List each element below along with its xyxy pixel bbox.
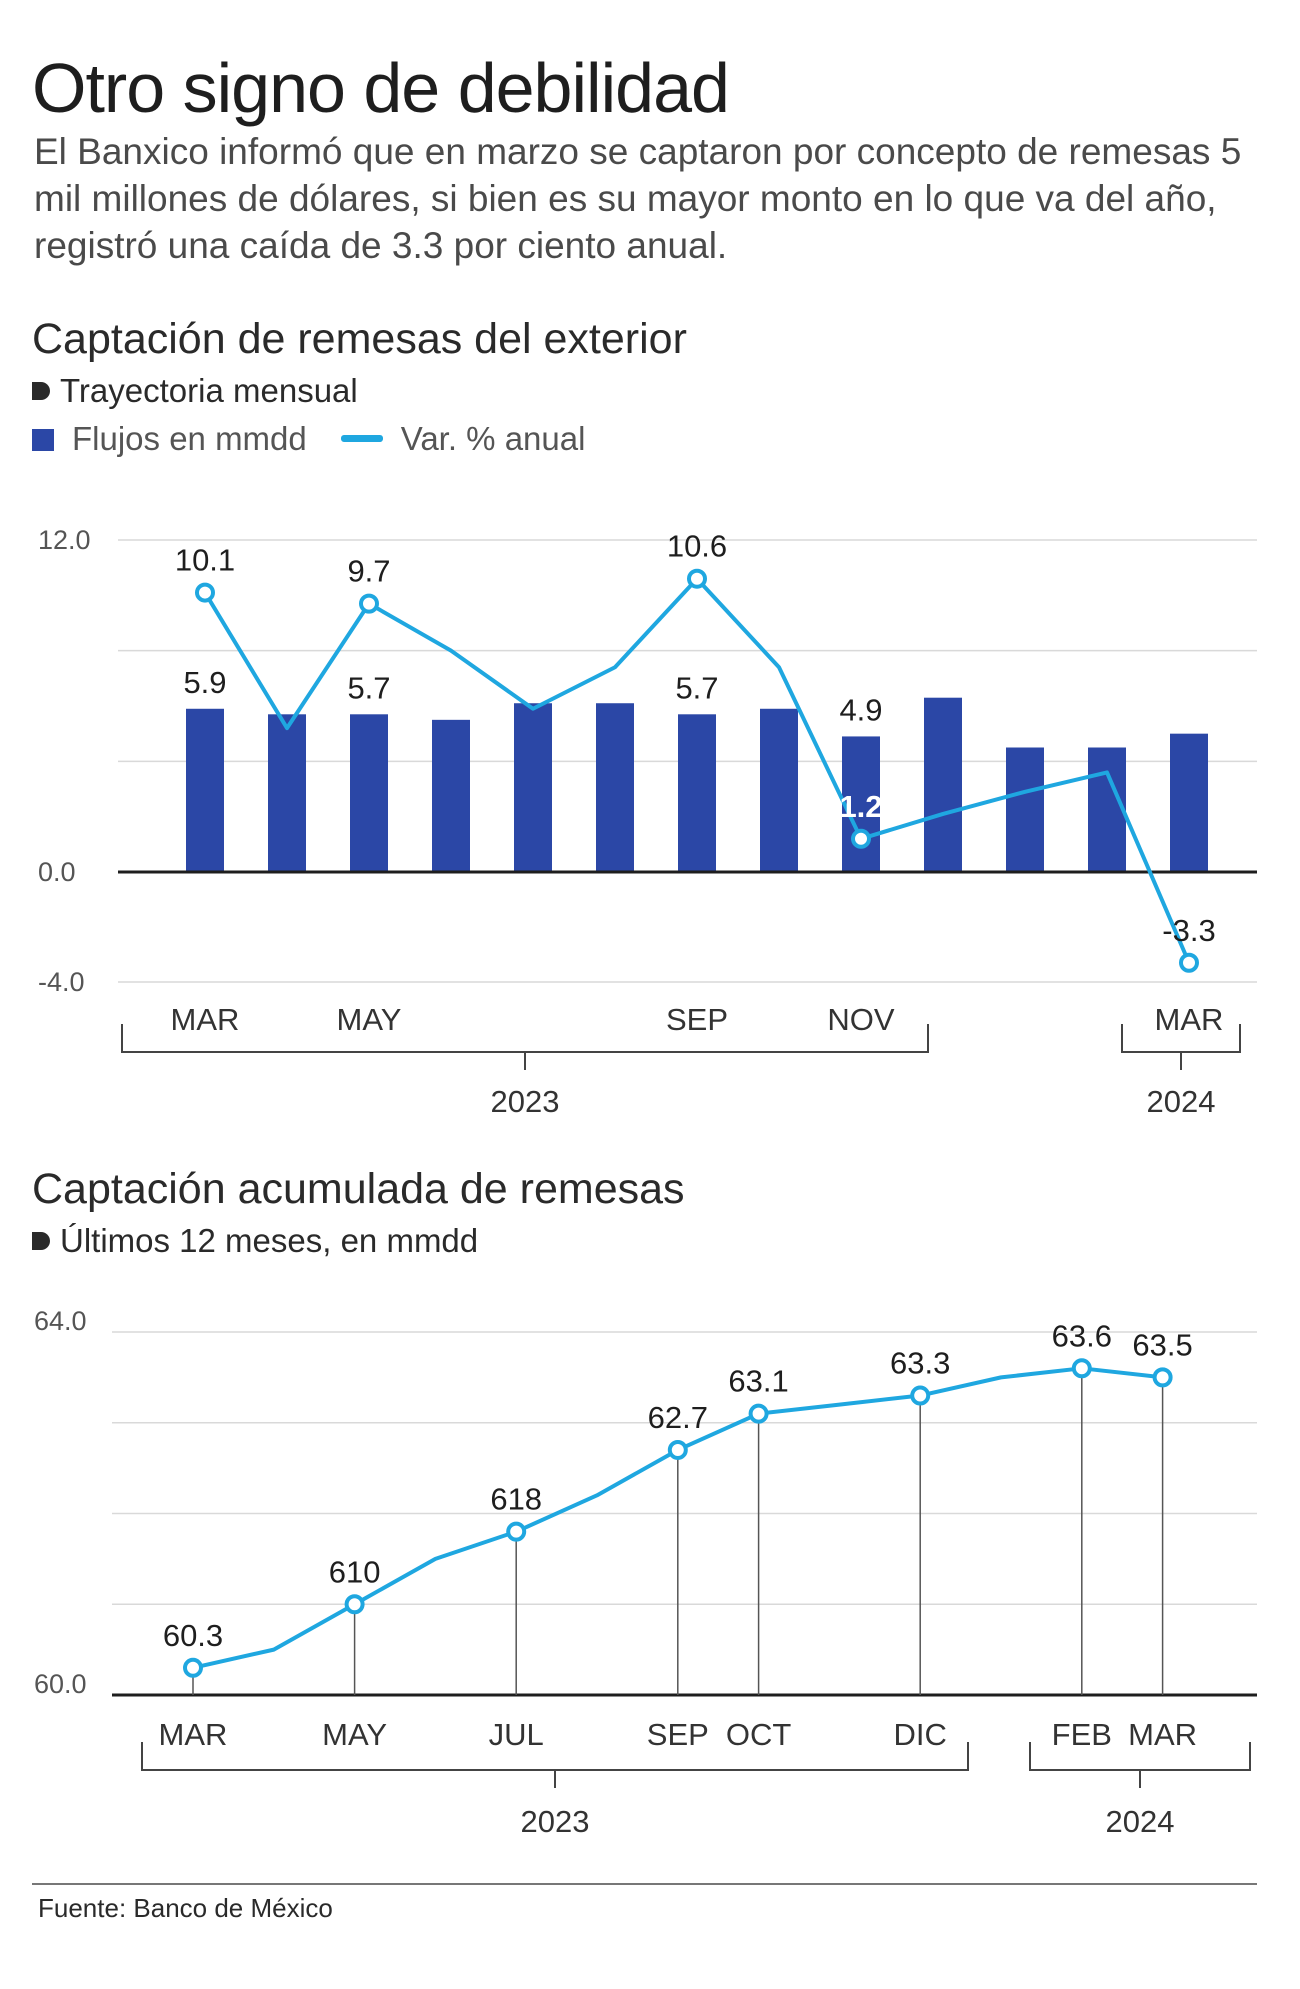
bar bbox=[924, 697, 962, 872]
line-marker bbox=[851, 828, 871, 849]
x-tick-label: MAR bbox=[1128, 1717, 1197, 1752]
line-value-label: 63.3 bbox=[890, 1346, 950, 1381]
x-tick-label: MAR bbox=[159, 1717, 228, 1752]
line-value-label: 63.6 bbox=[1052, 1318, 1112, 1353]
line-value-label: 1.2 bbox=[839, 789, 882, 824]
line-value-label: 10.6 bbox=[667, 529, 727, 564]
chart2-subtitle: Últimos 12 meses, en mmdd bbox=[32, 1222, 478, 1260]
footer-divider bbox=[32, 1883, 1257, 1885]
legend-bars-label: Flujos en mmdd bbox=[72, 420, 307, 457]
bar bbox=[1006, 747, 1044, 872]
x-tick-label: SEP bbox=[666, 1002, 728, 1037]
bar-value-label: 5.9 bbox=[183, 665, 226, 700]
x-tick-label: MAY bbox=[337, 1002, 402, 1037]
year-label: 2023 bbox=[521, 1804, 590, 1839]
line-marker bbox=[748, 1403, 769, 1424]
y-tick-label: 60.0 bbox=[34, 1669, 87, 1699]
line-marker bbox=[506, 1521, 527, 1542]
chart2-svg: 64.0 60.0 60.3 610 618 62.7 63.1 63.3 63.6 63.5 MA… bbox=[34, 1306, 1257, 1839]
source-note: Fuente: Banco de México bbox=[38, 1893, 333, 1923]
bar bbox=[186, 708, 224, 872]
legend-line-label: Var. % anual bbox=[400, 420, 586, 457]
line-marker bbox=[687, 568, 707, 589]
y-tick-label: -4.0 bbox=[38, 967, 85, 997]
bar bbox=[432, 719, 470, 872]
bar-value-label: 4.9 bbox=[839, 692, 882, 727]
x-tick-label: DIC bbox=[894, 1717, 947, 1752]
line-value-label: 63.1 bbox=[728, 1364, 788, 1399]
line-marker bbox=[195, 582, 215, 603]
bar bbox=[1170, 733, 1208, 872]
chart1-subtitle-text: Trayectoria mensual bbox=[60, 372, 358, 409]
bar bbox=[596, 703, 634, 872]
line-marker bbox=[910, 1385, 931, 1406]
x-tick-label: MAR bbox=[171, 1002, 240, 1037]
x-tick-label: NOV bbox=[827, 1002, 895, 1037]
x-tick-label: MAR bbox=[1155, 1002, 1224, 1037]
line-marker bbox=[1071, 1358, 1092, 1379]
bullet-icon bbox=[32, 382, 50, 400]
line-marker bbox=[359, 593, 379, 614]
y-tick-label: 64.0 bbox=[34, 1306, 87, 1336]
line-value-label: 63.5 bbox=[1132, 1327, 1192, 1362]
bar bbox=[514, 703, 552, 872]
lead-paragraph: El Banxico informó que en marzo se capta… bbox=[34, 131, 1242, 266]
line-marker bbox=[344, 1594, 365, 1615]
line-value-label: 610 bbox=[329, 1554, 381, 1589]
y-tick-label: 12.0 bbox=[38, 525, 91, 555]
line-value-label: -3.3 bbox=[1162, 913, 1215, 948]
year-label: 2023 bbox=[491, 1084, 560, 1119]
bullet-icon bbox=[32, 1232, 50, 1250]
year-label: 2024 bbox=[1147, 1084, 1216, 1119]
line-value-label: 62.7 bbox=[648, 1400, 708, 1435]
line-value-label: 60.3 bbox=[163, 1618, 223, 1653]
chart2-title: Captación acumulada de remesas bbox=[32, 1165, 685, 1213]
legend-bar-swatch bbox=[32, 429, 54, 451]
line-marker bbox=[667, 1439, 688, 1460]
year-label: 2024 bbox=[1106, 1804, 1175, 1839]
x-tick-label: SEP bbox=[647, 1717, 709, 1752]
year-bracket bbox=[141, 1742, 969, 1771]
bar bbox=[268, 714, 306, 872]
line-value-label: 9.7 bbox=[347, 554, 390, 589]
page-title: Otro signo de debilidad bbox=[32, 49, 730, 127]
legend-line-swatch bbox=[340, 435, 383, 442]
chart1-svg: 12.0 0.0 -4.0 5.9 5.7 5.7 4.9 10.1 9.7 10.6 1.2 -3.… bbox=[38, 525, 1257, 1119]
x-tick-label: OCT bbox=[726, 1717, 792, 1752]
chart1-legend: Flujos en mmdd Var. % anual bbox=[32, 420, 585, 458]
line-marker bbox=[1152, 1367, 1173, 1388]
bar-value-label: 5.7 bbox=[675, 670, 718, 705]
line-marker bbox=[183, 1657, 203, 1678]
bar-value-label: 5.7 bbox=[347, 670, 390, 705]
y-tick-label: 0.0 bbox=[38, 857, 76, 887]
line-value-label: 10.1 bbox=[175, 543, 235, 578]
bar bbox=[350, 714, 388, 872]
bar bbox=[678, 714, 716, 872]
x-tick-label: FEB bbox=[1052, 1717, 1112, 1752]
bar bbox=[842, 736, 880, 872]
chart2-subtitle-text: Últimos 12 meses, en mmdd bbox=[60, 1222, 479, 1259]
x-tick-label: MAY bbox=[322, 1717, 387, 1752]
bar bbox=[1088, 747, 1126, 872]
line-marker bbox=[1179, 952, 1199, 973]
chart1-title: Captación de remesas del exterior bbox=[32, 315, 687, 363]
line-value-label: 618 bbox=[490, 1482, 542, 1517]
bar bbox=[760, 708, 798, 872]
x-tick-label: JUL bbox=[489, 1717, 544, 1752]
chart1-subtitle: Trayectoria mensual bbox=[32, 372, 358, 410]
